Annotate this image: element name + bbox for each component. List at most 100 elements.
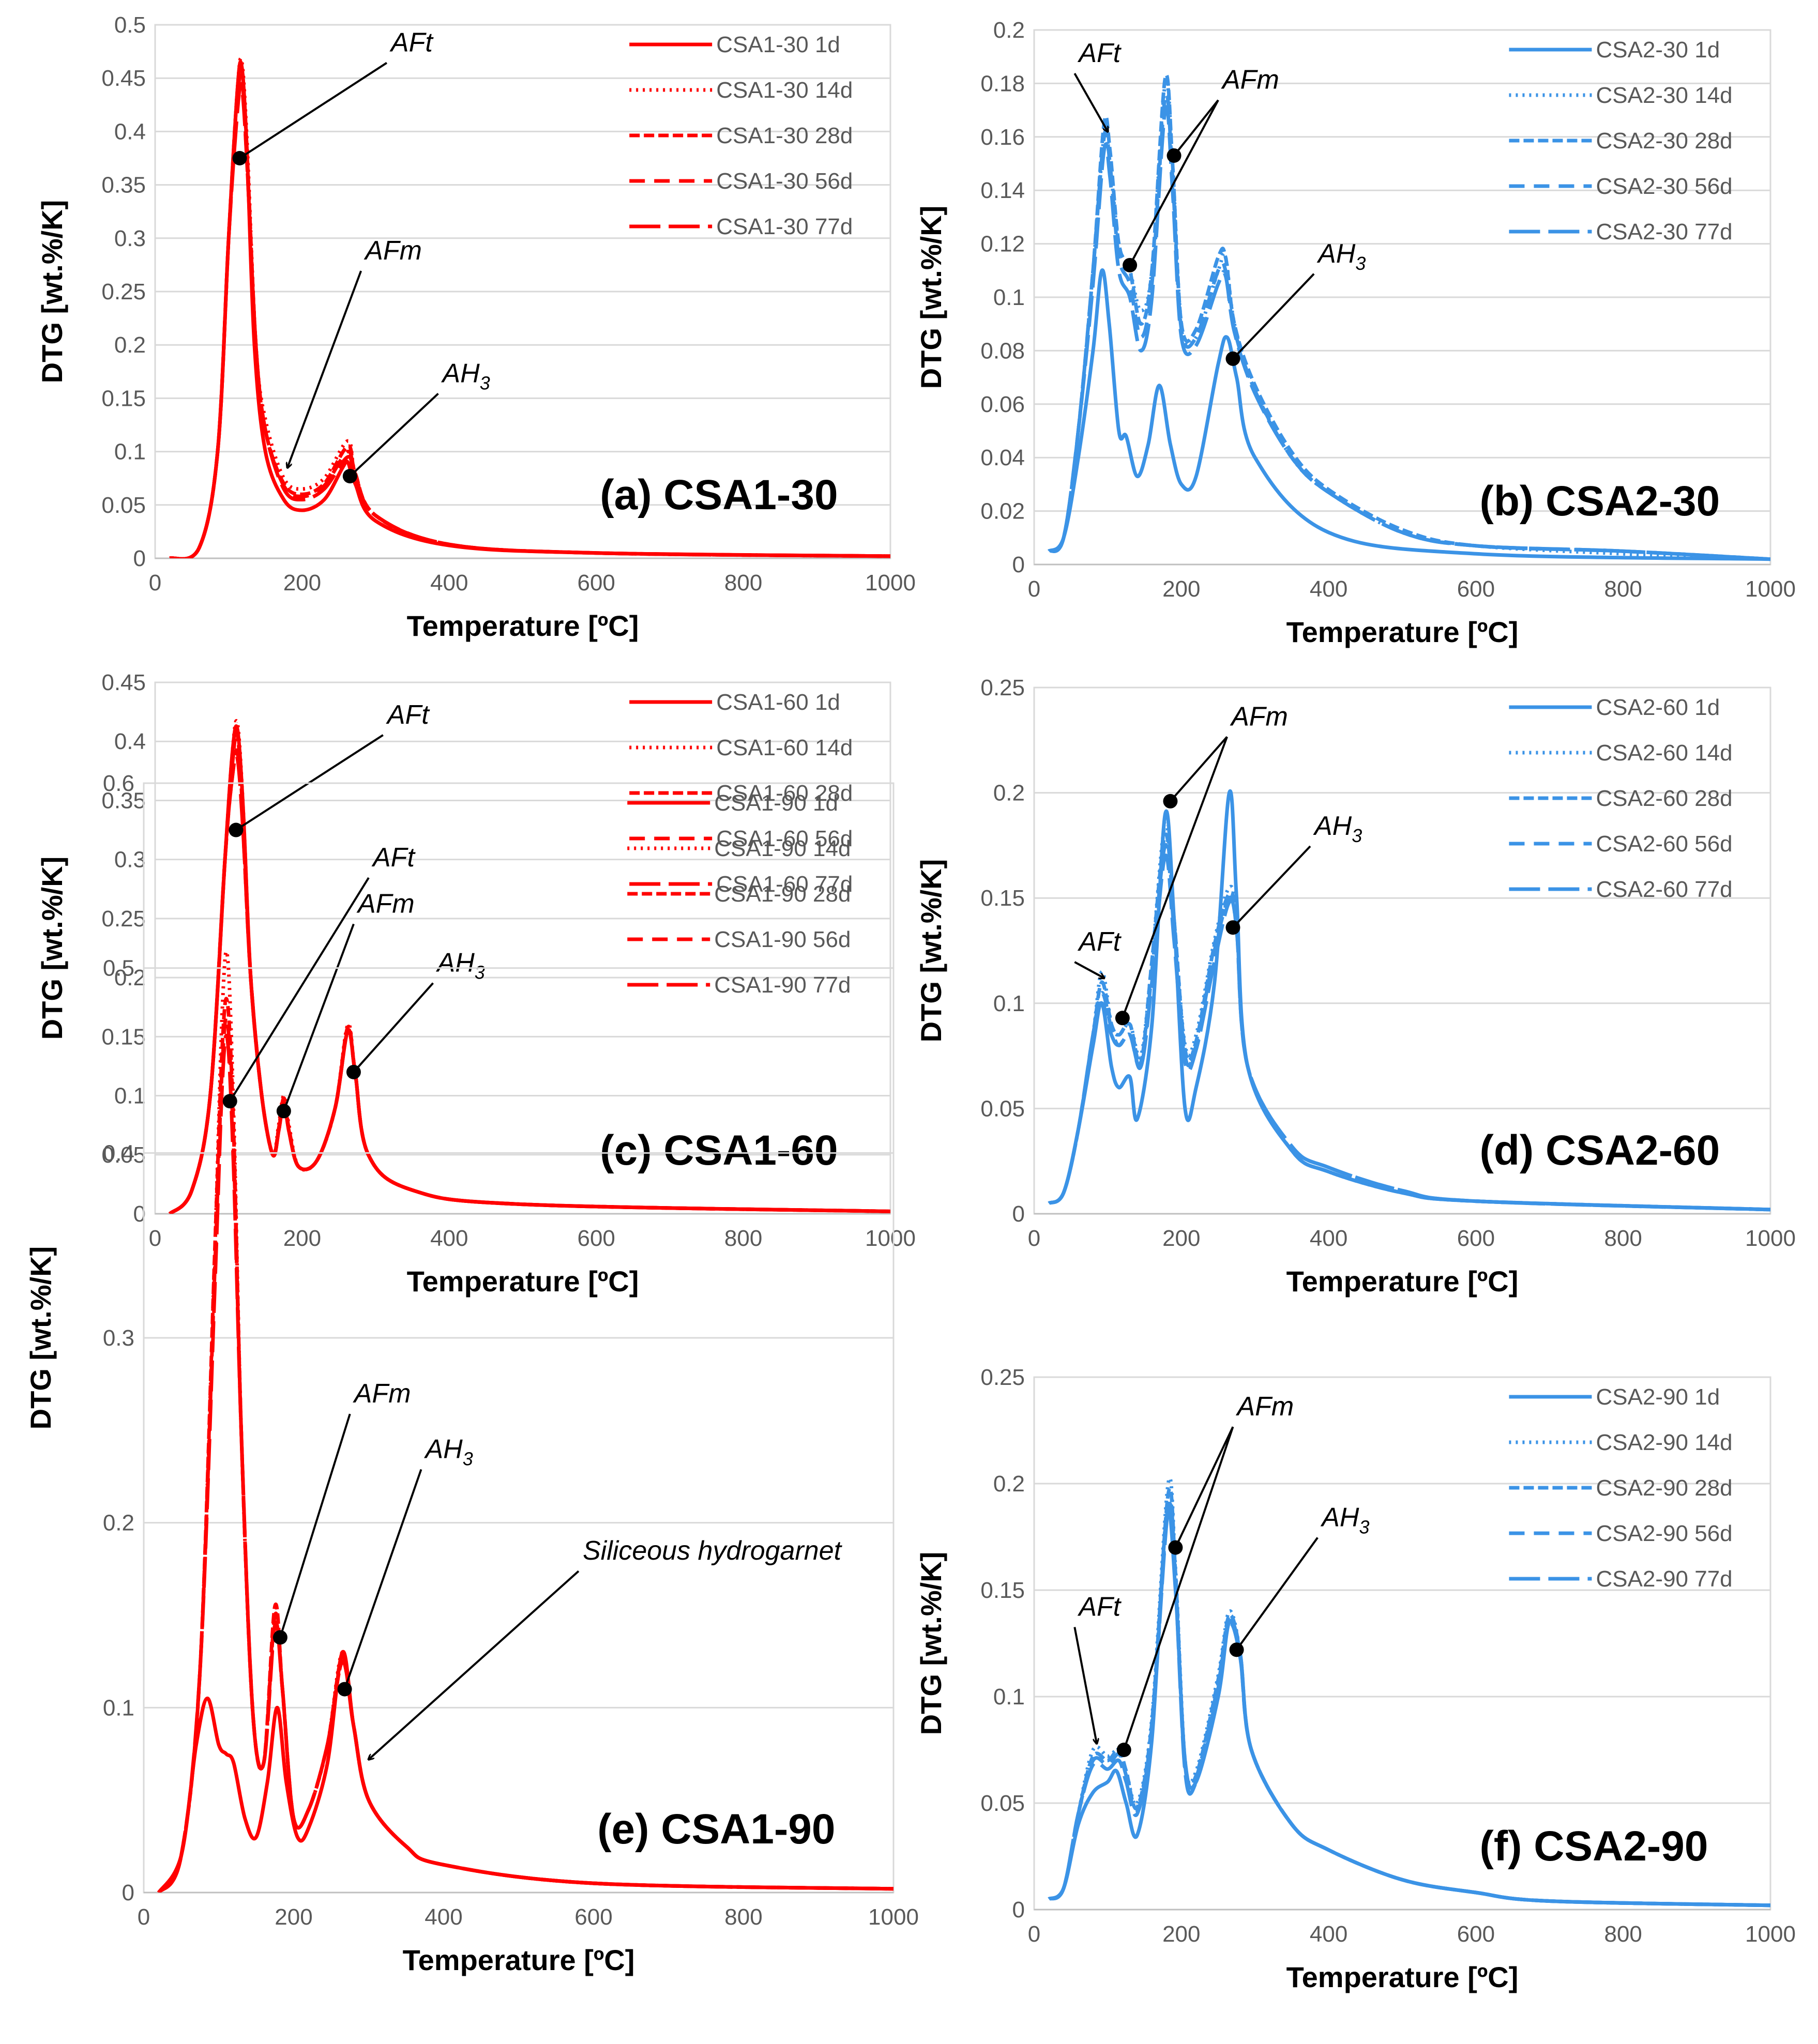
x-tick-label: 600 (577, 1226, 615, 1251)
annotation-label: AH3 (436, 948, 485, 983)
annotation-label: AFm (1230, 701, 1288, 731)
legend-label: CSA2-60 56d (1596, 831, 1732, 857)
x-tick-label: 1000 (1745, 576, 1796, 602)
legend-label: CSA1-90 28d (714, 881, 851, 907)
x-tick-label: 200 (1162, 1226, 1200, 1251)
y-tick-label: 0.45 (101, 670, 146, 695)
annotation-label: AFm (1235, 1392, 1294, 1422)
annotation-leader (343, 1469, 422, 1690)
annotation-leader (1169, 736, 1228, 802)
x-tick-label: 400 (1310, 576, 1347, 602)
annotation-leader (1129, 99, 1219, 266)
legend-label: CSA1-30 28d (716, 123, 853, 148)
annotation-dot (1225, 920, 1240, 935)
annotation-dot (1163, 794, 1178, 809)
y-tick-label: 0.4 (103, 1140, 134, 1166)
y-tick-label: 0.5 (114, 12, 146, 38)
panel-title: (c) CSA1-60 (600, 1127, 838, 1174)
y-tick-label: 0.2 (114, 965, 146, 990)
y-tick-label: 0.12 (980, 232, 1025, 257)
y-tick-label: 0.2 (993, 18, 1025, 43)
annotation-dot (346, 1064, 361, 1079)
annotation-leader (279, 1413, 351, 1638)
annotation-dot (342, 469, 357, 484)
x-tick-label: 600 (574, 1904, 612, 1930)
x-tick-label: 800 (724, 1904, 762, 1930)
y-tick-label: 0.14 (980, 178, 1025, 203)
y-axis-label: DTG [wt.%/K] (915, 1552, 947, 1735)
y-tick-label: 0.02 (980, 499, 1025, 524)
annotation-label: AFt (1077, 927, 1122, 957)
annotation-dot (1115, 1011, 1130, 1026)
chart-panel-b: 0 0.02 0.04 0.06 0.08 0.1 0.12 0.14 0.16 0.18 0.2 0… (915, 18, 1796, 648)
series-line-5 (1048, 105, 1770, 561)
legend-label: CSA1-30 14d (716, 78, 853, 103)
x-axis-label: Temperature [ºC] (1286, 616, 1519, 648)
series-group (1048, 789, 1770, 1212)
annotation-leader (1122, 736, 1228, 1019)
annotation-label: AH3 (424, 1434, 473, 1469)
x-tick-label: 0 (1028, 1921, 1040, 1947)
y-tick-label: 0.6 (103, 771, 134, 796)
x-tick-label: 1000 (865, 1226, 916, 1251)
y-tick-label: 0.16 (980, 125, 1025, 150)
y-tick-label: 0.18 (980, 71, 1025, 96)
chart-panel-c: 00.050.10.150.20.250.30.350.40.450 200 400… (36, 670, 916, 1298)
annotation-leader (1235, 1537, 1319, 1651)
y-tick-label: 0.15 (101, 386, 146, 411)
x-tick-label: 200 (1162, 576, 1200, 602)
y-tick-label: 0.15 (980, 886, 1025, 911)
annotation-dot (272, 1630, 287, 1645)
series-line-5 (168, 753, 890, 1214)
chart-panel-d: 0 0.05 0.1 0.15 0.2 0.25 0 200 400 600 800 1000 Temp… (915, 675, 1796, 1298)
x-axis-label: Temperature [ºC] (407, 609, 639, 642)
series-line-2 (157, 950, 893, 1893)
annotation-label: AFt (1077, 1592, 1122, 1622)
annotation-dot (276, 1104, 291, 1119)
x-tick-label: 800 (1604, 1921, 1642, 1947)
annotation-leader (282, 923, 355, 1111)
x-tick-label: 200 (1162, 1921, 1200, 1947)
annotation-subscript: 3 (480, 372, 490, 393)
x-tick-label: 400 (425, 1904, 462, 1930)
y-tick-label: 0.25 (980, 1365, 1025, 1390)
legend-label: CSA1-90 77d (714, 972, 851, 998)
legend-label: CSA2-60 1d (1596, 695, 1720, 720)
x-tick-label: 400 (1310, 1921, 1347, 1947)
panel-title: (b) CSA2-30 (1480, 478, 1720, 525)
series-line-5 (157, 1033, 893, 1893)
x-tick-label: 600 (1457, 1226, 1495, 1251)
annotation-dot (337, 1682, 352, 1697)
legend-label: CSA2-90 56d (1596, 1521, 1732, 1546)
annotation-subscript: 3 (475, 962, 485, 983)
annotation-leader (1073, 1627, 1097, 1743)
legend-label: CSA1-30 56d (716, 169, 853, 194)
annotation-subscript: 3 (1359, 1516, 1369, 1537)
x-axis-label: Temperature [ºC] (407, 1265, 639, 1298)
annotation-label: AFm (363, 236, 422, 266)
chart-panel-a: 0 0.05 0.1 0.15 0.2 0.25 0.3 0.35 0.4 0.45 0.5 0 200… (36, 12, 916, 642)
y-tick-label: 0.2 (114, 332, 146, 358)
y-tick-label: 0.2 (993, 1471, 1025, 1497)
annotation-leader (1232, 845, 1311, 928)
y-tick-label: 0 (133, 546, 146, 571)
y-tick-label: 0.1 (993, 285, 1025, 310)
y-tick-label: 0 (1012, 552, 1025, 577)
y-tick-label: 0.4 (114, 119, 146, 144)
x-tick-label: 1000 (868, 1904, 919, 1930)
annotation-leader (1074, 961, 1104, 978)
legend-label: CSA1-60 14d (716, 735, 853, 760)
series-line-1 (1048, 268, 1770, 561)
y-tick-label: 0.2 (993, 781, 1025, 806)
x-tick-label: 200 (283, 1226, 321, 1251)
annotation-label: AH3 (1320, 1502, 1369, 1537)
legend-label: CSA1-60 28d (716, 781, 853, 806)
y-tick-label: 0.35 (101, 788, 146, 813)
annotation-label: AFm (1235, 1392, 1294, 1422)
x-tick-label: 1000 (1745, 1921, 1796, 1947)
legend-label: CSA1-60 1d (716, 690, 840, 715)
annotation-dot (229, 822, 244, 837)
series-line-5 (1048, 1502, 1770, 1908)
x-tick-label: 0 (149, 570, 161, 596)
